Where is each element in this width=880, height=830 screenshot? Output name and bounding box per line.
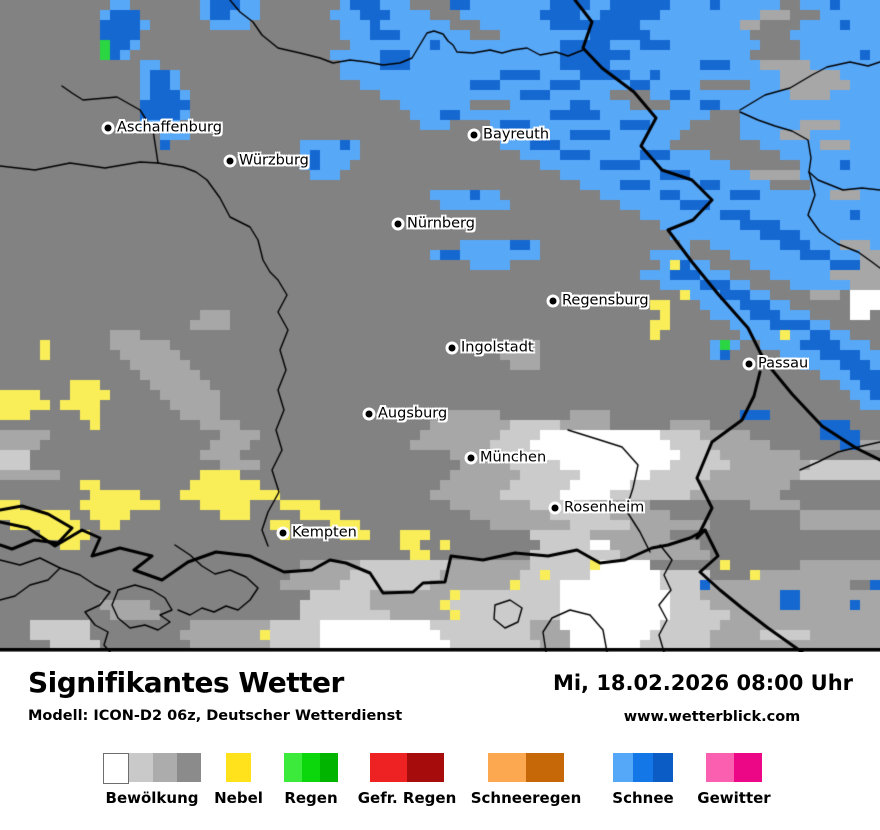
city-marker-icon: [276, 526, 290, 540]
legend-color-cell: [613, 753, 633, 782]
legend-item-1: Nebel: [214, 753, 263, 807]
city-marker-icon: [391, 217, 405, 231]
footer: Signifikantes Wetter Modell: ICON-D2 06z…: [0, 652, 880, 830]
legend-item-6: Gewitter: [697, 753, 771, 807]
legend-color-cell: [226, 753, 251, 782]
city-marker-icon: [101, 121, 115, 135]
legend-label: Schnee: [612, 789, 674, 807]
legend-color-cell: [103, 753, 129, 784]
legend-color-cell: [734, 753, 762, 782]
page-title: Signifikantes Wetter: [28, 666, 344, 699]
legend-label: Gefr. Regen: [357, 789, 457, 807]
city-marker-icon: [742, 357, 756, 371]
legend-color-cell: [653, 753, 673, 782]
weather-map-canvas: [0, 0, 880, 652]
legend-swatch: [613, 753, 673, 782]
legend-color-cell: [153, 753, 177, 782]
weather-map: Aschaffenburg Würzburg Bayreuth Nürnberg Reg…: [0, 0, 880, 652]
city-label: Nürnberg: [407, 215, 475, 232]
city-layer: Aschaffenburg Würzburg Bayreuth Nürnberg Reg…: [101, 119, 809, 541]
city-label: Augsburg: [378, 405, 448, 422]
website-url: www.wetterblick.com: [623, 709, 801, 725]
legend-swatch: [284, 753, 338, 782]
city-label: Aschaffenburg: [117, 119, 222, 136]
city-marker-icon: [464, 451, 478, 465]
city-label: Kempten: [292, 524, 357, 541]
legend-label: Schneeregen: [470, 789, 582, 807]
legend-color-cell: [633, 753, 653, 782]
legend-item-2: Regen: [284, 753, 338, 807]
city-label: Rosenheim: [564, 499, 645, 516]
legend-item-4: Schneeregen: [471, 753, 581, 807]
legend-swatch: [706, 753, 762, 782]
city-label: Passau: [758, 355, 809, 372]
city-label: Würzburg: [239, 152, 309, 169]
legend-color-cell: [129, 753, 153, 782]
legend-label: Regen: [284, 789, 338, 807]
legend-color-cell: [177, 753, 201, 782]
legend-color-cell: [526, 753, 564, 782]
legend-swatch: [370, 753, 444, 782]
city-label: Bayreuth: [483, 126, 550, 143]
legend-color-cell: [302, 753, 320, 782]
legend-label: Bewölkung: [105, 789, 199, 807]
city-label: München: [480, 449, 547, 466]
city-marker-icon: [362, 407, 376, 421]
city-label: Regensburg: [562, 292, 649, 309]
legend-swatch: [226, 753, 251, 782]
legend-item-0: Bewölkung: [103, 753, 201, 807]
legend-swatch: [488, 753, 564, 782]
legend-color-cell: [370, 753, 407, 782]
model-info: Modell: ICON-D2 06z, Deutscher Wetterdie…: [28, 708, 403, 724]
legend-color-cell: [407, 753, 444, 782]
legend: Bewölkung Nebel Regen Gefr. Regen Schneerege…: [0, 652, 880, 830]
legend-item-5: Schnee: [612, 753, 674, 807]
city-label: Ingolstadt: [461, 339, 534, 356]
city-marker-icon: [223, 154, 237, 168]
city-marker-icon: [467, 128, 481, 142]
city-marker-icon: [445, 341, 459, 355]
legend-item-3: Gefr. Regen: [358, 753, 456, 807]
legend-color-cell: [284, 753, 302, 782]
city-marker-icon: [548, 501, 562, 515]
valid-datetime: Mi, 18.02.2026 08:00 Uhr: [552, 671, 853, 695]
legend-label: Nebel: [214, 789, 263, 807]
legend-color-cell: [320, 753, 338, 782]
legend-label: Gewitter: [697, 789, 771, 807]
legend-color-cell: [488, 753, 526, 782]
legend-color-cell: [706, 753, 734, 782]
legend-swatch: [103, 753, 201, 784]
city-marker-icon: [546, 294, 560, 308]
